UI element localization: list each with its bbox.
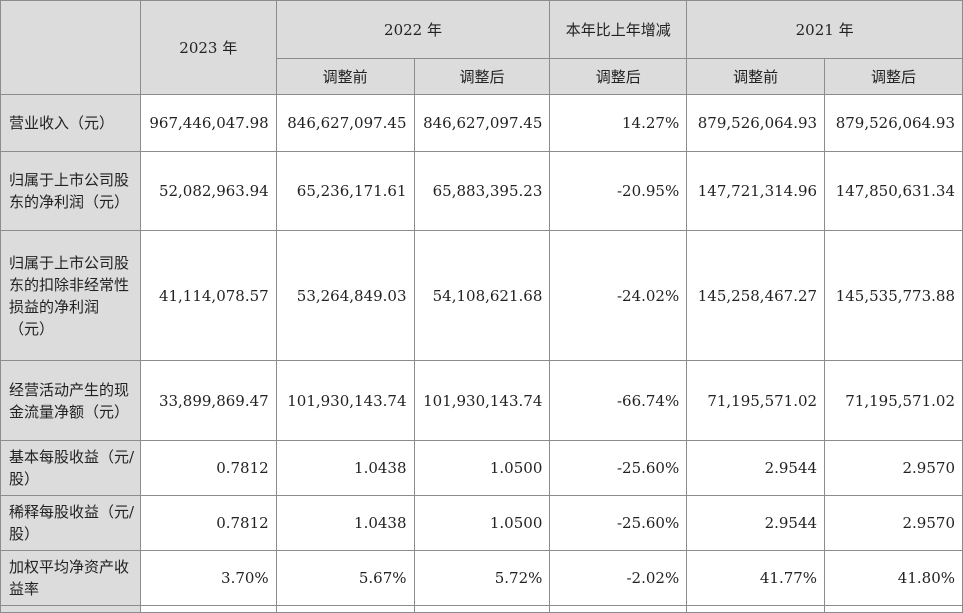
table-row: 加权平均净资产收益率 3.70% 5.67% 5.72% -2.02% 41.7… <box>0 550 963 606</box>
row-label-net-profit-excluding-nonrecurring: 归属于上市公司股东的扣除非经常性损益的净利润（元） <box>0 230 141 361</box>
cell-2022-after: 65,883,395.23 <box>413 151 551 231</box>
cell-2021-after: 41.80% <box>824 550 963 606</box>
table-row: 经营活动产生的现金流量净额（元） 33,899,869.47 101,930,1… <box>0 360 963 441</box>
cell-2023: 3.70% <box>139 550 277 606</box>
cell-change: -24.02% <box>549 230 688 361</box>
cell-2021-after: 71,195,571.02 <box>824 360 963 441</box>
row-label-net-profit: 归属于上市公司股东的净利润（元） <box>0 151 141 231</box>
cell-2022-after: 101,930,143.74 <box>413 360 551 441</box>
header-year-2022: 2022 年 <box>275 0 551 59</box>
cell-2021-before: 2.9544 <box>686 495 826 551</box>
cell-2022-before: 1.0438 <box>275 495 415 551</box>
cell-2022-after: 1.0500 <box>413 495 551 551</box>
header-year-2021: 2021 年 <box>686 0 963 59</box>
cell-change: -25.60% <box>549 495 688 551</box>
cell-2022-before: 1.0438 <box>275 440 415 496</box>
header-2021-before-adjustment: 调整前 <box>686 58 826 95</box>
cutoff-cell <box>549 605 688 613</box>
cutoff-cell <box>275 605 415 613</box>
cell-2021-after: 2.9570 <box>824 440 963 496</box>
cell-change: 14.27% <box>549 94 688 152</box>
cell-2023: 33,899,869.47 <box>139 360 277 441</box>
cell-2021-before: 41.77% <box>686 550 826 606</box>
cell-2022-before: 846,627,097.45 <box>275 94 415 152</box>
table-row: 基本每股收益（元/股） 0.7812 1.0438 1.0500 -25.60%… <box>0 440 963 496</box>
header-2022-before-adjustment: 调整前 <box>275 58 415 95</box>
header-blank-cell <box>0 0 141 95</box>
row-label-diluted-eps: 稀释每股收益（元/股） <box>0 495 141 551</box>
row-label-weighted-roe: 加权平均净资产收益率 <box>0 550 141 606</box>
table-row: 归属于上市公司股东的净利润（元） 52,082,963.94 65,236,17… <box>0 151 963 231</box>
cell-2021-before: 145,258,467.27 <box>686 230 826 361</box>
cell-2023: 967,446,047.98 <box>139 94 277 152</box>
cell-change: -25.60% <box>549 440 688 496</box>
table-row-cutoff <box>0 605 963 613</box>
table-row: 营业收入（元） 967,446,047.98 846,627,097.45 84… <box>0 94 963 152</box>
cutoff-cell <box>824 605 963 613</box>
cell-2022-after: 1.0500 <box>413 440 551 496</box>
row-label-operating-cash-flow: 经营活动产生的现金流量净额（元） <box>0 360 141 441</box>
row-label-basic-eps: 基本每股收益（元/股） <box>0 440 141 496</box>
cell-2021-before: 147,721,314.96 <box>686 151 826 231</box>
cell-2023: 0.7812 <box>139 440 277 496</box>
cell-2021-after: 147,850,631.34 <box>824 151 963 231</box>
cell-2021-before: 2.9544 <box>686 440 826 496</box>
cell-2022-after: 846,627,097.45 <box>413 94 551 152</box>
cell-2022-before: 53,264,849.03 <box>275 230 415 361</box>
cell-2021-after: 879,526,064.93 <box>824 94 963 152</box>
cell-2023: 0.7812 <box>139 495 277 551</box>
cell-2022-before: 101,930,143.74 <box>275 360 415 441</box>
table-row: 稀释每股收益（元/股） 0.7812 1.0438 1.0500 -25.60%… <box>0 495 963 551</box>
cutoff-cell <box>686 605 826 613</box>
table-row: 归属于上市公司股东的扣除非经常性损益的净利润（元） 41,114,078.57 … <box>0 230 963 361</box>
cell-2023: 52,082,963.94 <box>139 151 277 231</box>
cell-2022-after: 54,108,621.68 <box>413 230 551 361</box>
cell-change: -66.74% <box>549 360 688 441</box>
cell-2021-before: 879,526,064.93 <box>686 94 826 152</box>
header-2022-after-adjustment: 调整后 <box>413 58 551 95</box>
header-2021-after-adjustment: 调整后 <box>824 58 963 95</box>
cell-2021-after: 2.9570 <box>824 495 963 551</box>
cutoff-cell <box>139 605 277 613</box>
cell-2022-after: 5.72% <box>413 550 551 606</box>
cell-2023: 41,114,078.57 <box>139 230 277 361</box>
cutoff-cell <box>0 605 141 613</box>
cell-2022-before: 65,236,171.61 <box>275 151 415 231</box>
cell-2021-after: 145,535,773.88 <box>824 230 963 361</box>
cell-change: -2.02% <box>549 550 688 606</box>
header-change-after-adjustment: 调整后 <box>549 58 688 95</box>
row-label-operating-revenue: 营业收入（元） <box>0 94 141 152</box>
header-yoy-change: 本年比上年增减 <box>549 0 688 59</box>
cell-2021-before: 71,195,571.02 <box>686 360 826 441</box>
header-year-2023: 2023 年 <box>139 0 277 95</box>
cell-change: -20.95% <box>549 151 688 231</box>
cutoff-cell <box>413 605 551 613</box>
cell-2022-before: 5.67% <box>275 550 415 606</box>
